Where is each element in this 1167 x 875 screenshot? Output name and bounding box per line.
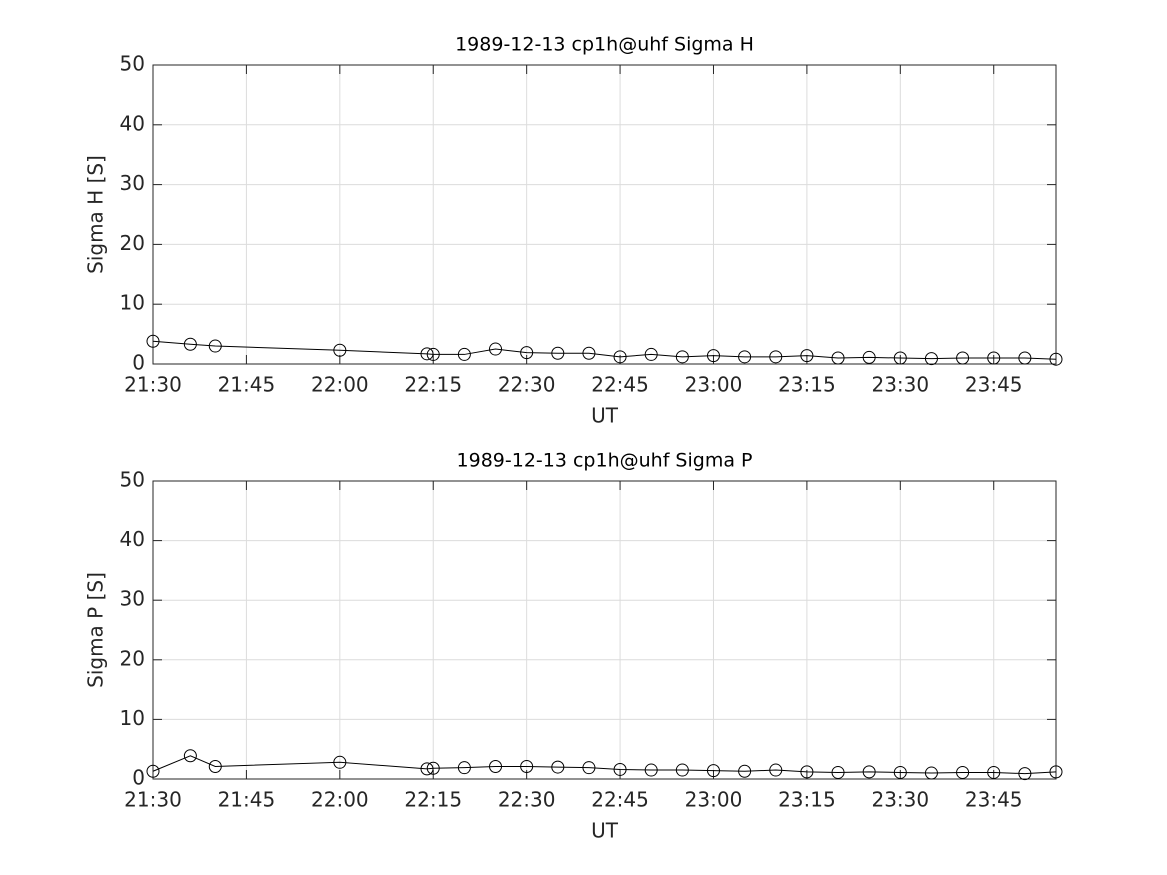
data-point	[738, 350, 752, 364]
y-axis-label: Sigma P [S]	[84, 572, 108, 688]
data-point	[893, 765, 907, 779]
y-tick-label: 50	[120, 52, 145, 76]
chart-title: 1989-12-13 cp1h@uhf Sigma P	[457, 450, 753, 472]
y-tick-label: 20	[120, 231, 145, 255]
x-tick-label: 23:30	[871, 788, 929, 812]
y-tick-label: 40	[120, 527, 145, 551]
data-point	[831, 351, 845, 365]
data-point	[956, 351, 970, 365]
x-tick-label: 22:15	[404, 373, 462, 397]
x-axis-label: UT	[591, 819, 619, 843]
x-tick-label: 22:15	[404, 788, 462, 812]
data-point	[183, 749, 197, 763]
data-point	[520, 759, 534, 773]
data-point	[582, 346, 596, 360]
data-point	[420, 762, 434, 776]
data-point	[420, 347, 434, 361]
data-point	[644, 347, 658, 361]
x-tick-label: 22:30	[498, 373, 556, 397]
data-line	[152, 340, 1057, 360]
y-tick-label: 30	[120, 587, 145, 611]
x-tick-label: 23:45	[965, 373, 1023, 397]
data-point	[924, 352, 938, 366]
data-point	[457, 761, 471, 775]
y-axis-label: Sigma H [S]	[84, 155, 108, 274]
data-line	[152, 755, 1057, 775]
y-tick-label: 20	[120, 646, 145, 670]
x-tick-label: 23:15	[778, 373, 836, 397]
data-point	[800, 765, 814, 779]
data-point	[551, 346, 565, 360]
x-tick-label: 23:45	[965, 788, 1023, 812]
data-point	[457, 347, 471, 361]
data-point	[208, 759, 222, 773]
data-point	[183, 337, 197, 351]
x-tick-label: 22:00	[311, 788, 369, 812]
x-tick-label: 21:30	[124, 788, 182, 812]
data-point	[924, 766, 938, 780]
data-point	[613, 762, 627, 776]
x-tick-label: 23:30	[871, 373, 929, 397]
data-point	[769, 763, 783, 777]
data-point	[893, 351, 907, 365]
y-tick-label: 50	[120, 468, 145, 492]
x-tick-label: 22:45	[591, 373, 649, 397]
x-tick-label: 22:00	[311, 373, 369, 397]
x-tick-label: 23:00	[685, 788, 743, 812]
data-point	[613, 350, 627, 364]
y-tick-label: 30	[120, 171, 145, 195]
data-point	[426, 347, 440, 361]
data-point	[987, 351, 1001, 365]
data-point	[208, 339, 222, 353]
plot-area	[153, 65, 1056, 364]
data-point	[582, 761, 596, 775]
data-point	[987, 765, 1001, 779]
data-point	[706, 764, 720, 778]
x-axis-label: UT	[591, 404, 619, 428]
data-point	[800, 349, 814, 363]
data-point	[426, 761, 440, 775]
plot-area	[153, 481, 1056, 779]
data-point	[862, 765, 876, 779]
y-tick-label: 0	[132, 351, 145, 375]
y-tick-label: 10	[120, 291, 145, 315]
data-point	[146, 334, 160, 348]
y-tick-label: 0	[132, 766, 145, 790]
x-tick-label: 23:00	[685, 373, 743, 397]
data-point	[489, 759, 503, 773]
data-point	[333, 343, 347, 357]
x-tick-label: 23:15	[778, 788, 836, 812]
data-point	[1018, 767, 1032, 781]
data-point	[706, 349, 720, 363]
axes-frame	[152, 64, 1057, 365]
chart-title: 1989-12-13 cp1h@uhf Sigma H	[455, 34, 754, 56]
data-point	[644, 763, 658, 777]
data-point	[1018, 351, 1032, 365]
data-point	[769, 350, 783, 364]
y-tick-label: 10	[120, 706, 145, 730]
x-tick-label: 21:30	[124, 373, 182, 397]
data-point	[551, 760, 565, 774]
data-point	[675, 763, 689, 777]
data-point	[1049, 765, 1063, 779]
data-point	[738, 764, 752, 778]
x-tick-label: 22:30	[498, 788, 556, 812]
data-point	[862, 350, 876, 364]
data-point	[520, 346, 534, 360]
x-tick-label: 21:45	[218, 373, 276, 397]
x-tick-label: 22:45	[591, 788, 649, 812]
x-tick-label: 21:45	[218, 788, 276, 812]
axes-frame	[152, 480, 1057, 780]
data-point	[489, 342, 503, 356]
y-tick-label: 40	[120, 111, 145, 135]
data-point	[146, 764, 160, 778]
data-point	[1049, 352, 1063, 366]
data-point	[675, 350, 689, 364]
data-point	[831, 765, 845, 779]
data-point	[956, 765, 970, 779]
data-point	[333, 755, 347, 769]
